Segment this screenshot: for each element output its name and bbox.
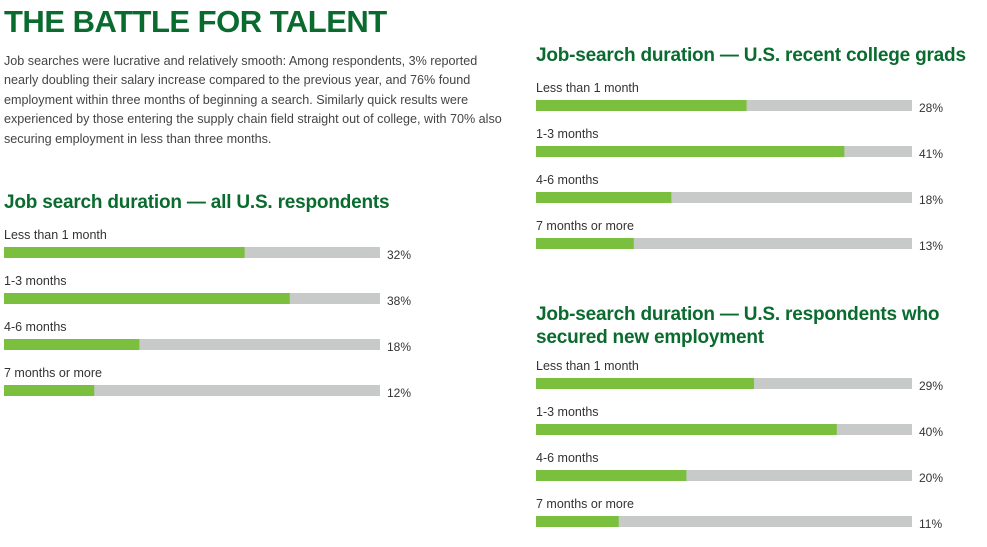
value-label: 13% xyxy=(919,239,943,253)
bar xyxy=(536,424,837,435)
bar-track xyxy=(4,339,380,350)
value-label: 28% xyxy=(919,101,943,115)
category-label: Less than 1 month xyxy=(4,228,107,242)
bar xyxy=(536,516,619,527)
chart-recent-grads: Job-search duration — U.S. recent colleg… xyxy=(536,44,981,269)
value-label: 29% xyxy=(919,379,943,393)
bar-track xyxy=(536,192,912,203)
category-label: 1-3 months xyxy=(536,405,599,419)
bar-track xyxy=(536,516,912,527)
bar xyxy=(536,238,634,249)
bar xyxy=(4,339,140,350)
chart-all-respondents: Job search duration — all U.S. responden… xyxy=(4,191,424,416)
page-title: THE BATTLE FOR TALENT xyxy=(4,4,387,39)
bar xyxy=(4,293,290,304)
category-label: 7 months or more xyxy=(4,366,102,380)
bar xyxy=(536,470,687,481)
chart-title: Job-search duration — U.S. recent colleg… xyxy=(536,45,966,66)
value-label: 41% xyxy=(919,147,943,161)
bar xyxy=(4,247,245,258)
category-label: 4-6 months xyxy=(536,173,599,187)
chart-title: Job search duration — all U.S. responden… xyxy=(4,192,390,213)
value-label: 40% xyxy=(919,425,943,439)
chart-secured-employment: Job-search duration — U.S. respondents w… xyxy=(536,303,981,547)
value-label: 20% xyxy=(919,471,943,485)
value-label: 32% xyxy=(387,248,411,262)
bar-chart-svg: Less than 1 month 28% 1-3 months 41% 4-6 mon… xyxy=(536,81,943,253)
bar xyxy=(536,100,747,111)
bar-chart-svg: Less than 1 month 32% 1-3 months 38% 4-6 mon… xyxy=(4,228,411,400)
intro-paragraph: Job searches were lucrative and relative… xyxy=(4,54,502,146)
value-label: 18% xyxy=(387,340,411,354)
bar-chart-svg: Less than 1 month 29% 1-3 months 40% 4-6 mon… xyxy=(536,359,943,531)
category-label: Less than 1 month xyxy=(536,359,639,373)
category-label: 1-3 months xyxy=(4,274,67,288)
category-label: 4-6 months xyxy=(4,320,67,334)
category-label: 7 months or more xyxy=(536,497,634,511)
bar xyxy=(536,146,845,157)
bar-track xyxy=(4,385,380,396)
category-label: Less than 1 month xyxy=(536,81,639,95)
chart-title: Job-search duration — U.S. respondents w… xyxy=(536,304,940,348)
bar xyxy=(4,385,95,396)
bar-track xyxy=(536,470,912,481)
bar-track xyxy=(536,238,912,249)
bar xyxy=(536,192,672,203)
category-label: 7 months or more xyxy=(536,219,634,233)
value-label: 18% xyxy=(919,193,943,207)
bar xyxy=(536,378,755,389)
value-label: 38% xyxy=(387,294,411,308)
value-label: 12% xyxy=(387,386,411,400)
category-label: 1-3 months xyxy=(536,127,599,141)
value-label: 11% xyxy=(919,517,942,531)
category-label: 4-6 months xyxy=(536,451,599,465)
